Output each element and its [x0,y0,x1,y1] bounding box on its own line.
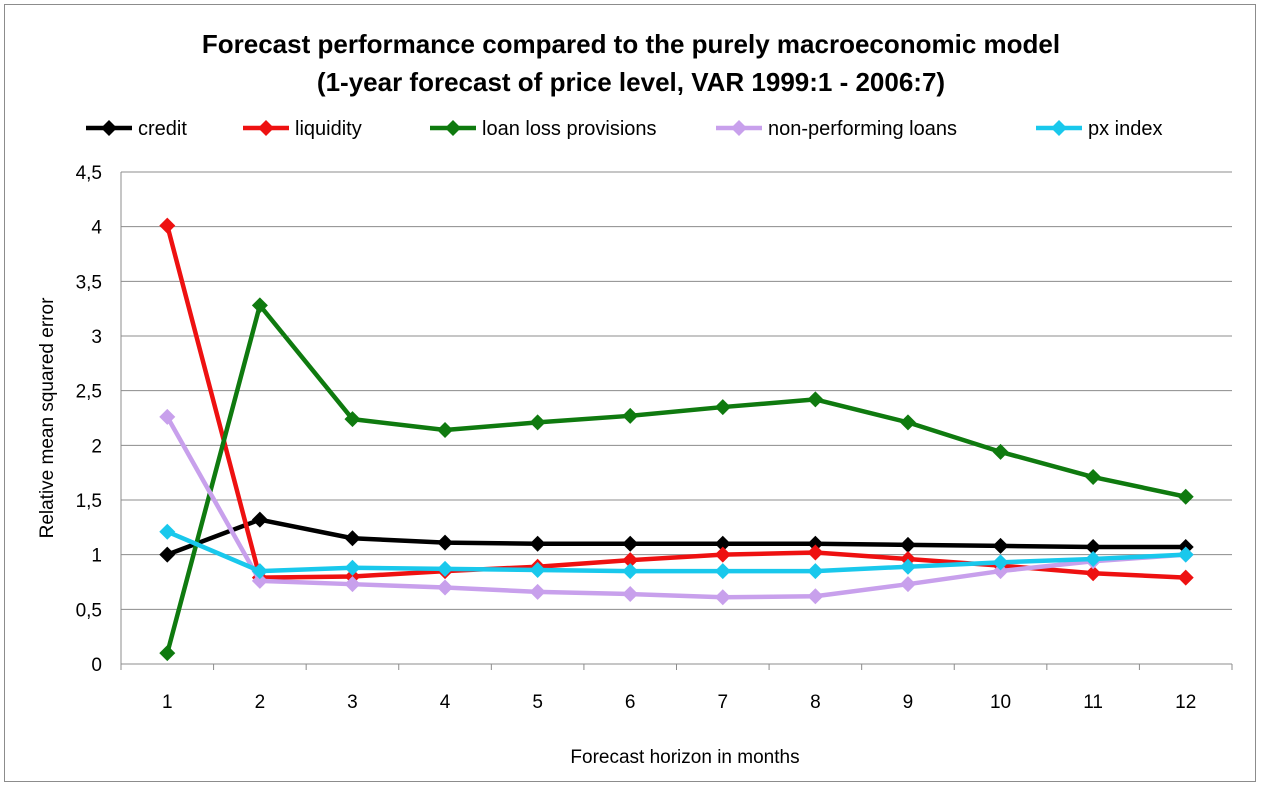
gridlines [121,171,1232,610]
x-tick-label: 6 [625,692,636,713]
series-group [159,217,1194,662]
data-point-px-index [1177,546,1194,563]
legend-label-liquidity: liquidity [295,118,362,140]
data-point-non-performing-loans [251,572,268,589]
data-point-liquidity [714,546,731,563]
y-tick-label: 3,5 [76,272,102,293]
data-point-credit [899,536,916,553]
data-point-px-index [714,563,731,580]
legend-marker-loan-loss-provisions [445,120,461,136]
data-point-credit [992,537,1009,554]
data-point-loan-loss-provisions [1177,488,1194,505]
data-point-loan-loss-provisions [714,399,731,416]
data-point-px-index [159,523,176,540]
y-tick-label: 2 [91,436,102,457]
x-tick-label: 7 [718,692,729,713]
legend-label-loan-loss-provisions: loan loss provisions [482,118,657,140]
data-point-credit [159,546,176,563]
legend-label-credit: credit [138,118,187,140]
data-point-non-performing-loans [529,583,546,600]
y-axis-label: Relative mean squared error [37,297,58,538]
data-point-px-index [807,563,824,580]
data-point-non-performing-loans [622,586,639,603]
x-tick-label: 5 [532,692,543,713]
data-point-px-index [251,563,268,580]
data-point-loan-loss-provisions [992,443,1009,460]
data-point-liquidity [622,552,639,569]
legend-marker-px-index [1051,120,1067,136]
y-tick-label: 4 [91,218,102,239]
data-point-credit [714,535,731,552]
legend-label-px-index: px index [1088,118,1163,140]
data-point-px-index [899,558,916,575]
y-tick-label: 1 [91,546,102,567]
data-point-px-index [529,561,546,578]
data-point-loan-loss-provisions [251,297,268,314]
series-line-non-performing-loans [165,415,1186,600]
data-point-non-performing-loans [807,588,824,605]
data-point-loan-loss-provisions [529,414,546,431]
chart-title-line-1: Forecast performance compared to the pur… [201,29,1061,59]
legend-marker-liquidity [258,120,274,136]
y-tick-label: 0,5 [76,600,102,621]
data-point-non-performing-loans [159,408,176,425]
data-point-credit [344,530,361,547]
data-point-liquidity [807,544,824,561]
series-line-px-index [166,529,1186,574]
legend-label-non-performing-loans: non-performing loans [768,118,957,140]
data-point-credit [437,534,454,551]
data-point-credit [251,511,268,528]
data-point-non-performing-loans [437,579,454,596]
data-point-credit [807,535,824,552]
x-tick-label: 1 [162,692,173,713]
data-point-loan-loss-provisions [1085,469,1102,486]
data-point-non-performing-loans [992,563,1009,580]
data-point-non-performing-loans [714,589,731,606]
series-line-credit [166,517,1186,557]
data-point-non-performing-loans [899,576,916,593]
data-point-liquidity [159,217,176,234]
x-tick-label: 3 [347,692,358,713]
data-point-px-index [992,554,1009,571]
data-point-credit [1085,539,1102,556]
x-axis-label: Forecast horizon in months [570,747,799,768]
data-point-loan-loss-provisions [344,411,361,428]
data-point-credit [622,535,639,552]
data-point-credit [529,535,546,552]
data-point-liquidity [1177,569,1194,586]
x-tick-label: 10 [990,692,1011,713]
data-point-loan-loss-provisions [807,391,824,408]
chart-title-line-2: (1-year forecast of price level, VAR 199… [316,67,946,97]
x-tick-label: 2 [255,692,266,713]
x-tick-label: 9 [903,692,914,713]
data-point-px-index [1085,551,1102,568]
x-tick-label: 8 [810,692,821,713]
data-point-loan-loss-provisions [899,414,916,431]
data-point-px-index [622,563,639,580]
legend-marker-non-performing-loans [731,120,747,136]
data-point-loan-loss-provisions [159,645,176,662]
chart-frame [4,4,1256,782]
data-point-non-performing-loans [344,576,361,593]
x-tick-label: 11 [1083,692,1103,713]
y-tick-label: 2,5 [76,382,102,403]
y-tick-label: 0 [91,655,102,676]
legend-marker-credit [101,120,117,136]
y-tick-label: 1,5 [76,491,102,512]
data-point-px-index [437,560,454,577]
legend: credit liquidity loan loss provisions non-p… [86,118,1163,140]
y-tick-label: 3 [91,327,102,348]
series-line-liquidity [165,225,1186,580]
data-point-loan-loss-provisions [622,407,639,424]
series-line-loan-loss-provisions [165,303,1187,654]
x-tick-label: 12 [1175,692,1196,713]
y-tick-label: 4,5 [76,163,102,184]
data-point-liquidity [1085,565,1102,582]
data-point-px-index [344,559,361,576]
x-tick-label: 4 [440,692,451,713]
data-point-loan-loss-provisions [437,422,454,439]
